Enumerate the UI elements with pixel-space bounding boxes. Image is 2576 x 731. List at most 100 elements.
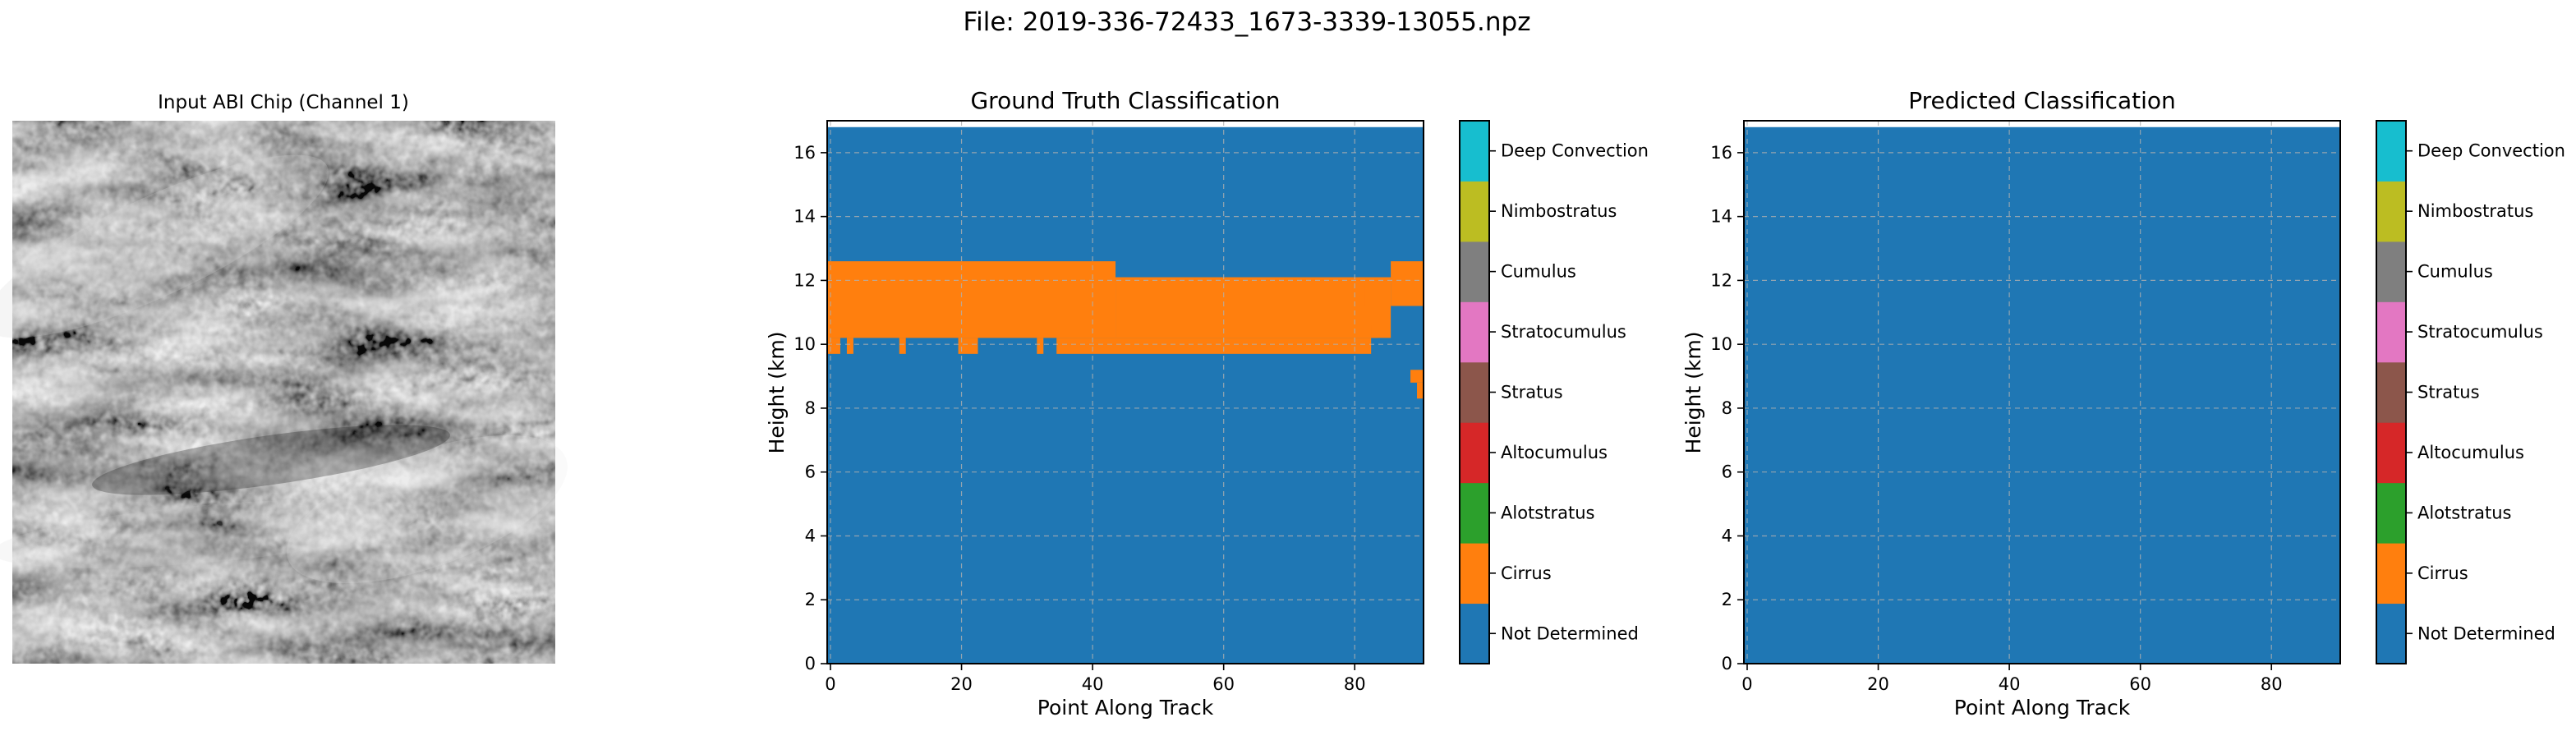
y-tick-label: 14 (794, 207, 816, 227)
x-tick-label: 40 (1999, 674, 2021, 694)
colorbar-label: Altocumulus (2417, 443, 2524, 462)
ground-truth-plot: 0 20 40 60 80 0 2 4 6 8 10 12 14 16 (794, 120, 1424, 694)
colorbar-segment (1460, 181, 1489, 242)
cloud-class-cell (1410, 370, 1424, 383)
axes-frame (826, 120, 1424, 664)
colorbar-segment (2376, 422, 2406, 484)
predicted-ylabel: Height (km) (1681, 332, 1705, 454)
x-tick-label: 0 (825, 674, 835, 694)
background-cells (827, 126, 1424, 664)
y-tick-label: 16 (794, 143, 816, 163)
colorbar-label: Altocumulus (1501, 443, 1608, 462)
cloud-class-cell (958, 338, 978, 354)
colorbar-segment (1460, 361, 1489, 423)
colorbar-frame (1459, 120, 1490, 664)
y-tick-label: 0 (1722, 654, 1732, 674)
ground-truth-ylabel: Height (km) (765, 332, 789, 454)
y-tick-label: 16 (1710, 143, 1732, 163)
colorbar-frame (2376, 120, 2407, 664)
cloud-class-cell (827, 261, 1116, 338)
colorbar-label: Deep Convection (1501, 141, 1649, 161)
y-tick-label: 8 (805, 398, 816, 418)
x-tick-label: 0 (1741, 674, 1752, 694)
cloud-class-cell (827, 338, 840, 354)
figure-title: File: 2019-336-72433_1673-3339-13055.npz (964, 7, 1531, 37)
colorbar-segment (2376, 543, 2406, 605)
colorbar-segment (1460, 422, 1489, 484)
colorbar-label: Stratocumulus (2417, 322, 2543, 342)
y-tick-label: 4 (1722, 526, 1732, 545)
background-cells (1744, 126, 2340, 664)
y-tick-label: 6 (1722, 462, 1732, 482)
x-tick-label: 60 (1212, 674, 1235, 694)
colorbar-segment (1460, 241, 1489, 302)
ground-truth-colorbar: Not Determined Cirrus Alotstratus Altocumul… (1459, 120, 1649, 664)
colorbar-segment (1460, 543, 1489, 605)
x-tick-label: 20 (950, 674, 973, 694)
y-tick-label: 2 (1722, 590, 1732, 609)
y-tick-label: 14 (1710, 207, 1732, 227)
colorbar-segment (2376, 482, 2406, 544)
colorbar-label: Not Determined (1501, 623, 1639, 643)
x-tick-label: 80 (1344, 674, 1366, 694)
cloud-class-cell (1116, 277, 1392, 338)
colorbar-segment (1460, 603, 1489, 664)
colorbar-segment (2376, 603, 2406, 664)
predicted-title: Predicted Classification (1908, 87, 2176, 114)
colorbar-label: Deep Convection (2417, 141, 2565, 161)
colorbar-label: Stratus (1501, 383, 1563, 402)
cloud-class-cell (1391, 261, 1424, 306)
y-tick-label: 12 (1710, 270, 1732, 290)
colorbar-label: Nimbostratus (1501, 201, 1617, 221)
colorbar-segment (1460, 482, 1489, 544)
ground-truth-panel: Ground Truth Classification 0 20 40 60 80 0 2 4… (765, 87, 1649, 720)
colorbar-segment (2376, 121, 2406, 182)
colorbar-label: Cirrus (2417, 563, 2468, 583)
x-tick-label: 20 (1867, 674, 1889, 694)
y-tick-label: 6 (805, 462, 816, 482)
predicted-plot: 0 20 40 60 80 0 2 4 6 8 10 12 14 16 (1710, 120, 2341, 694)
y-tick-label: 10 (1710, 334, 1732, 354)
ground-truth-xlabel: Point Along Track (1037, 696, 1214, 720)
colorbar-label: Stratus (2417, 383, 2480, 402)
colorbar-label: Nimbostratus (2417, 201, 2533, 221)
y-tick-label: 2 (805, 590, 816, 609)
predicted-panel: Predicted Classification 0 20 40 60 80 0 2 4 6 8 1… (1681, 87, 2565, 720)
abi-image (0, 121, 568, 664)
cloud-class-cell (1371, 324, 1378, 338)
y-tick-label: 10 (794, 334, 816, 354)
axes-frame (1743, 120, 2341, 664)
colorbar-label: Cirrus (1501, 563, 1552, 583)
colorbar-label: Cumulus (1501, 262, 1576, 282)
cloud-class-cell (1417, 382, 1424, 399)
cloud-class-cell (846, 338, 853, 354)
colorbar-segment (2376, 361, 2406, 423)
x-tick-label: 60 (2129, 674, 2151, 694)
colorbar-label: Cumulus (2417, 262, 2493, 282)
predicted-xlabel: Point Along Track (1954, 696, 2131, 720)
abi-image-panel: Input ABI Chip (Channel 1) (0, 92, 568, 664)
colorbar-segment (1460, 121, 1489, 182)
y-tick-label: 4 (805, 526, 816, 545)
colorbar-segment (2376, 181, 2406, 242)
x-tick-label: 40 (1082, 674, 1104, 694)
abi-image-title: Input ABI Chip (Channel 1) (158, 92, 409, 113)
x-tick-label: 80 (2261, 674, 2283, 694)
predicted-colorbar: Not Determined Cirrus Alotstratus Altocumul… (2376, 120, 2565, 664)
colorbar-segment (2376, 241, 2406, 302)
ground-truth-title: Ground Truth Classification (970, 87, 1280, 114)
colorbar-label: Stratocumulus (1501, 322, 1626, 342)
colorbar-segment (1460, 301, 1489, 363)
cloud-class-cell (1037, 338, 1044, 354)
colorbar-label: Alotstratus (1501, 503, 1594, 522)
y-tick-label: 8 (1722, 398, 1732, 418)
y-tick-label: 0 (805, 654, 816, 674)
cloud-class-cell (899, 338, 906, 354)
colorbar-label: Alotstratus (2417, 503, 2511, 522)
colorbar-label: Not Determined (2417, 623, 2555, 643)
colorbar-segment (2376, 301, 2406, 363)
cloud-class-cell (1056, 338, 1372, 354)
y-tick-label: 12 (794, 270, 816, 290)
cloud-class-cell (1358, 277, 1365, 306)
